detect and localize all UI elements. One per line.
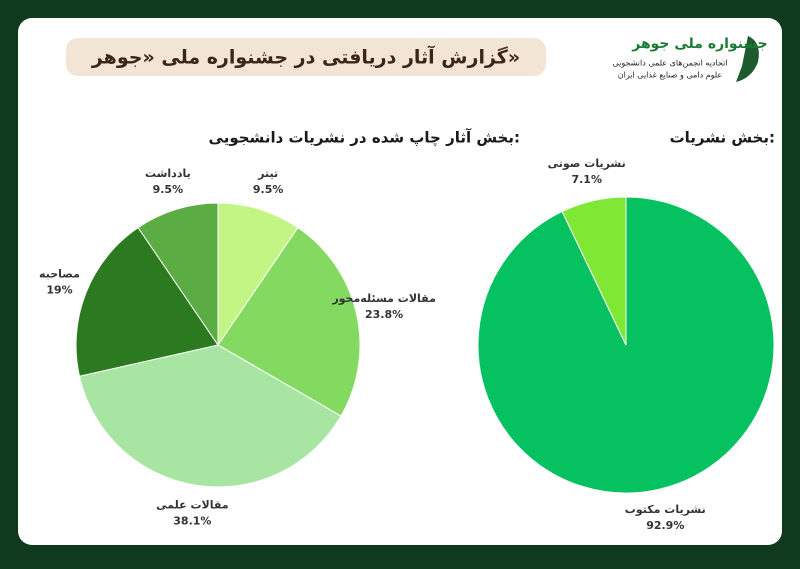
slice-value-label: 9.5% [253, 183, 284, 196]
pie-slice [561, 196, 627, 346]
slice-value-label: 23.8% [365, 308, 403, 321]
slice-value-label: 19% [46, 283, 72, 296]
slice-value-label: 92.9% [646, 519, 684, 532]
slice-label: مقالات علمی [156, 498, 228, 511]
logo-line: علوم دامی و صنایع غذایی ایران [618, 71, 722, 80]
slice-label: نشریات مکتوب [625, 503, 706, 516]
pie-slice [217, 226, 361, 417]
logo-title: جشنواره ملی جوهر [631, 36, 768, 52]
chart-title: بخش آثار چاپ شده در نشریات دانشجویی: [209, 129, 520, 148]
title-pill [66, 38, 546, 76]
slice-label: تیتر [257, 167, 278, 180]
pie-slice [137, 202, 219, 347]
pie-slice [75, 226, 219, 377]
slice-value-label: 38.1% [173, 514, 211, 527]
page-title: گزارش آثار دریافتی در جشنواره ملی «جوهر» [91, 45, 520, 69]
pie-slice [217, 202, 299, 347]
slice-value-label: 9.5% [153, 183, 184, 196]
logo-line: اتحادیه انجمن‌های علمی دانشجویی [612, 59, 727, 68]
chart-title: بخش نشریات: [670, 129, 775, 147]
slice-label: نشریات صوتی [548, 157, 626, 170]
logo-icon [736, 36, 759, 82]
slice-label: مصاحبه [39, 267, 80, 280]
pie-slice [78, 344, 342, 488]
slice-label: مقالات مسئله‌محور [331, 292, 436, 305]
slice-label: یادداشت [145, 167, 191, 180]
slice-value-label: 7.1% [571, 173, 602, 186]
